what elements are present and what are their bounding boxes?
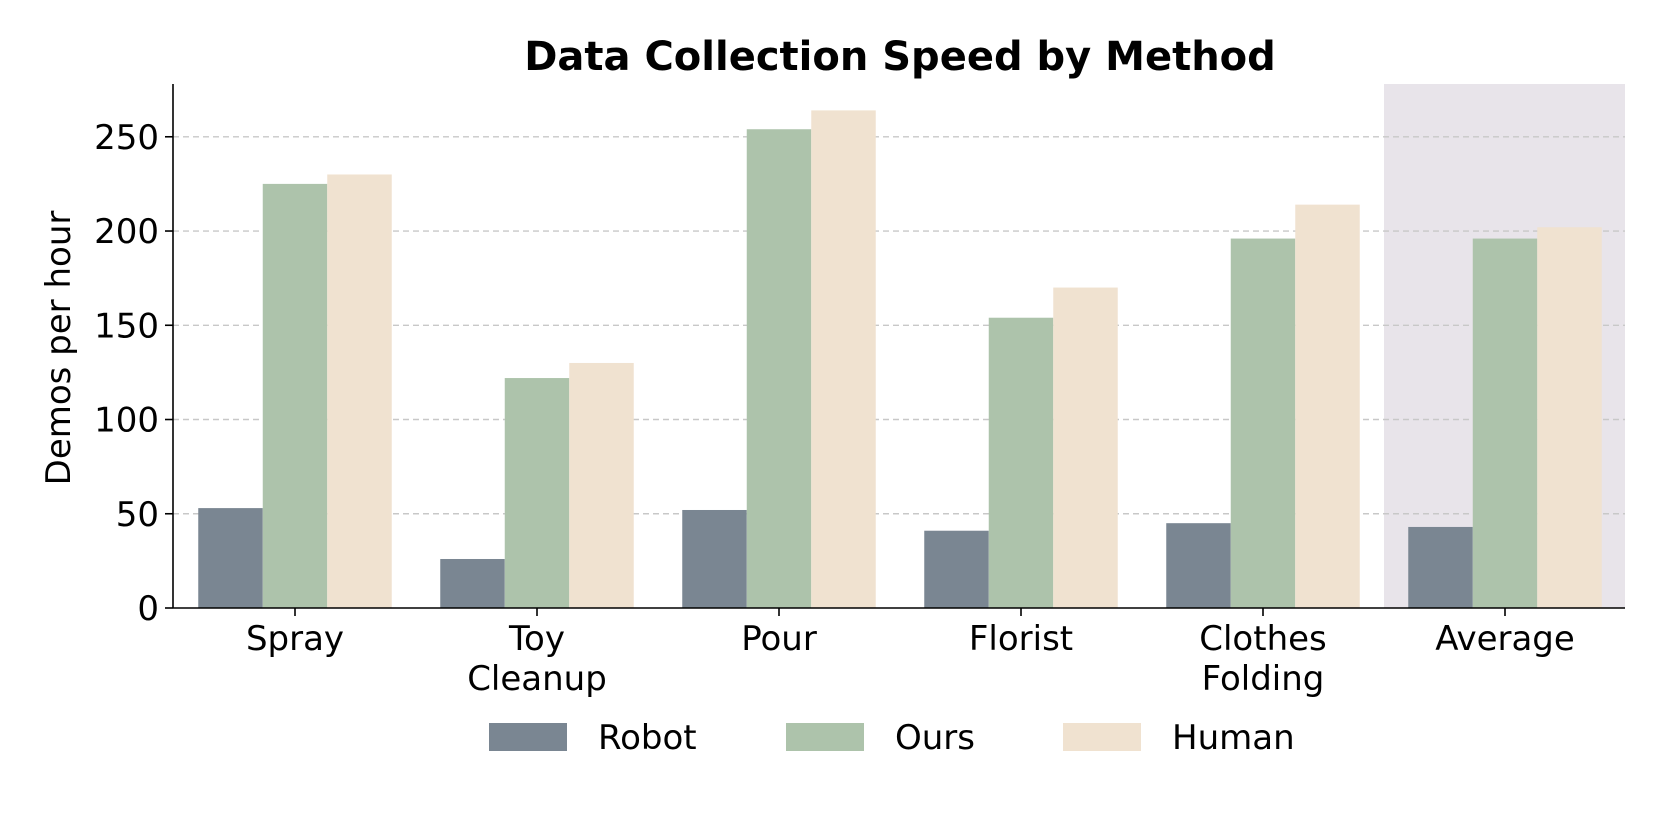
bar-robot [682,509,747,608]
legend-label-human: Human [1172,718,1295,758]
y-ticks: 0 50 100 150 200 250 [94,118,173,629]
y-tick-label: 50 [116,495,159,535]
y-axis-label: Demos per hour [39,211,79,486]
legend: Robot Ours Human [489,718,1295,758]
bar-robot [924,530,989,608]
legend-label-robot: Robot [598,718,697,758]
bar-robot [1408,526,1473,608]
bar-human [327,174,392,608]
bar-ours [1230,238,1296,608]
x-tick-label: Spray [246,619,344,659]
bar-ours [988,317,1054,608]
y-tick-label: 0 [137,589,159,629]
chart-title: Data Collection Speed by Method [524,34,1276,80]
x-tick-label: Pour [741,619,817,659]
bar-ours [262,183,328,608]
legend-swatch-ours [786,723,864,751]
legend-label-ours: Ours [895,718,975,758]
x-ticks: Spray Toy Cleanup Pour Florist Clothes Folding… [246,608,1575,699]
bar-robot [440,558,505,608]
y-tick-label: 200 [94,212,159,252]
bar-human [1537,227,1602,608]
x-tick-label: Toy Cleanup [467,619,607,699]
y-tick-label: 150 [94,306,159,346]
x-tick-label: Florist [969,619,1073,659]
bar-human [569,362,634,608]
bar-robot [1166,523,1231,608]
bar-robot [198,508,263,608]
bar-human [811,110,876,608]
bar-ours [504,378,570,608]
x-tick-label: Clothes Folding [1199,619,1327,699]
bars-group [198,110,1602,608]
bar-ours [746,129,812,608]
bar-ours [1472,238,1538,608]
x-tick-label: Average [1435,619,1575,659]
legend-swatch-robot [489,723,567,751]
y-tick-label: 250 [94,118,159,158]
bar-human [1053,287,1118,608]
legend-swatch-human [1063,723,1141,751]
bar-human [1295,204,1360,608]
y-tick-label: 100 [94,401,159,441]
y-gridlines [173,136,1625,515]
